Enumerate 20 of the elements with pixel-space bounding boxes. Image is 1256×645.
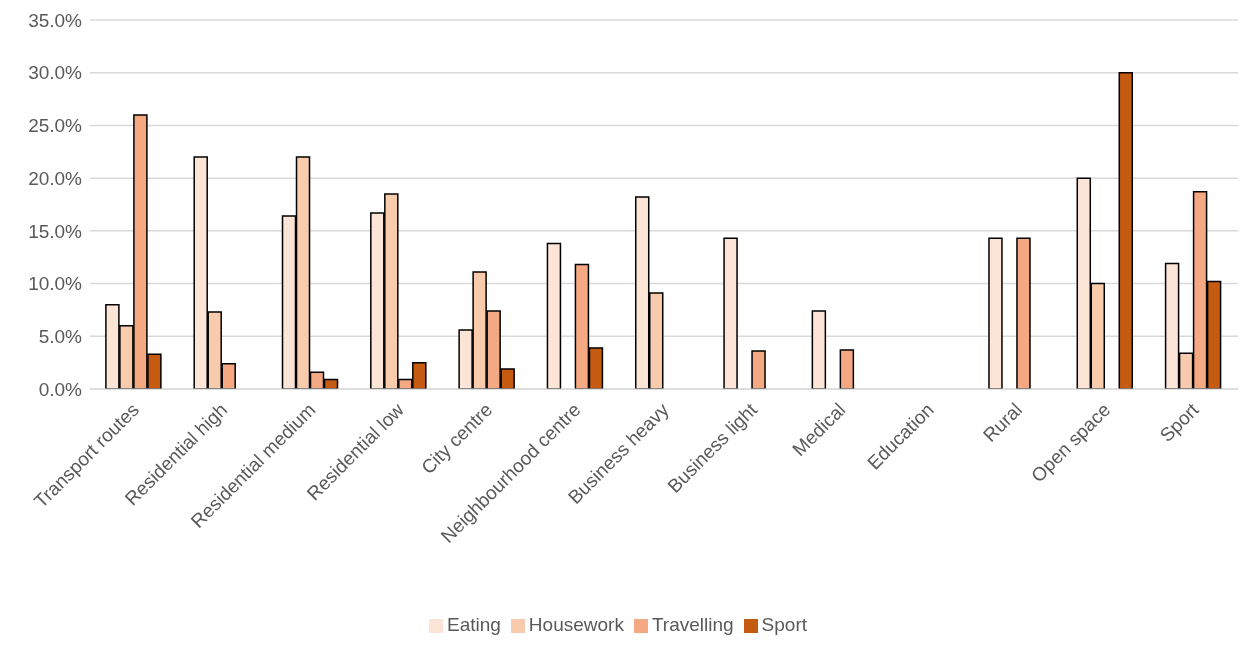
- y-tick-label: 30.0%: [28, 62, 83, 84]
- y-tick-label: 15.0%: [28, 220, 83, 242]
- bar: [723, 237, 738, 389]
- bar: [751, 350, 766, 389]
- y-tick-label: 20.0%: [28, 167, 83, 189]
- legend-label: Housework: [528, 614, 624, 635]
- bar: [546, 242, 562, 389]
- y-tick-label: 0.0%: [38, 378, 83, 400]
- y-tick-label: 5.0%: [38, 326, 83, 348]
- legend-label: Travelling: [651, 614, 734, 635]
- bar: [811, 310, 827, 389]
- y-tick-label: 25.0%: [28, 115, 83, 137]
- bar: [1118, 71, 1134, 389]
- y-tick-label: 35.0%: [28, 9, 83, 31]
- y-tick-label: 10.0%: [28, 273, 83, 295]
- legend-label: Sport: [761, 614, 807, 635]
- legend-label: Eating: [446, 614, 501, 635]
- bar: [988, 237, 1003, 389]
- bar: [839, 349, 855, 389]
- bar: [1016, 237, 1031, 389]
